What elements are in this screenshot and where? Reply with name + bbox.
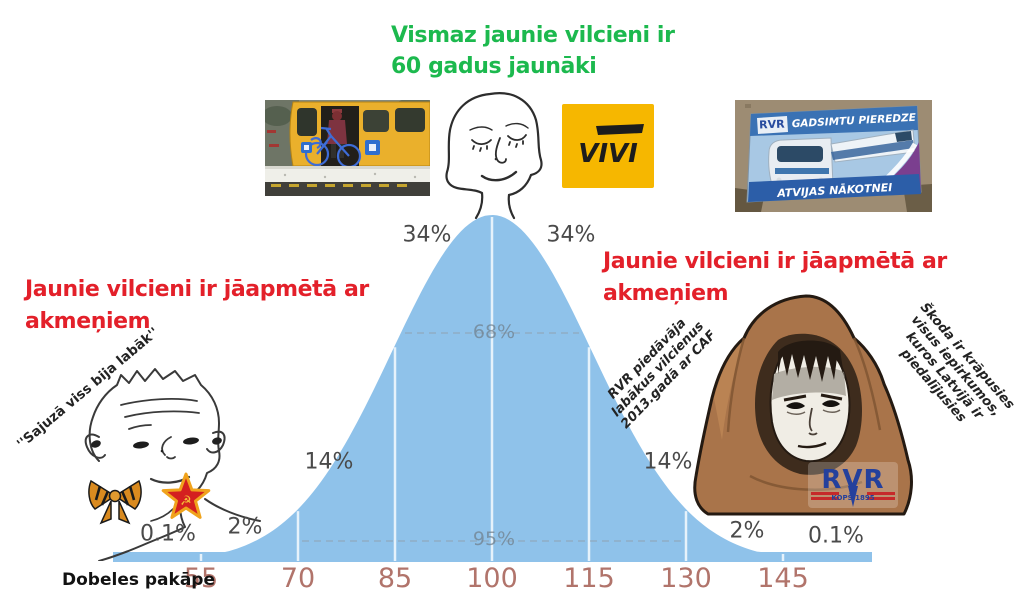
brainlet-eye-left <box>133 441 149 449</box>
segment-label-34-right: 34% <box>546 222 596 248</box>
x-tick-label-100: 100 <box>466 563 518 594</box>
segment-label-34-left: 34% <box>402 222 452 248</box>
x-axis-tick-labels: 55 70 85 100 115 130 145 <box>0 563 1024 601</box>
vivi-logo-text: VIVI <box>578 139 638 169</box>
st-george-ribbon-icon <box>88 479 142 525</box>
segment-label-14-left: 14% <box>304 449 354 475</box>
caption-left-line1: Jaunie vilcieni ir jāapmētā ar <box>25 277 369 302</box>
segment-label-0.1-right: 0.1% <box>808 523 864 549</box>
doomer-mouth <box>797 441 827 449</box>
hammer-sickle-glyph: ☭ <box>180 494 192 509</box>
snow-platform <box>265 169 430 182</box>
closed-eye-right <box>507 134 527 148</box>
x-axis-title: Dobeles pakāpe <box>62 570 215 590</box>
interval-label-68%: 68% <box>472 321 516 343</box>
x-tick-label-70: 70 <box>280 563 316 594</box>
billboard-bottom-text: ATVIJAS NĀKOTNEI <box>776 181 893 200</box>
brainlet-eye-right <box>183 437 199 445</box>
doomer-eye-left <box>786 402 805 409</box>
rvr-patch-subtext: KOPŠ 1895 <box>831 493 874 502</box>
segment-label-2-left: 2% <box>227 514 263 540</box>
segment-label-2-right: 2% <box>729 518 765 544</box>
interval-dashed-lines <box>302 332 682 542</box>
segment-label-14-right: 14% <box>643 449 693 475</box>
x-tick-label-55: 55 <box>183 563 219 594</box>
rvr-patch-logo: RVR KOPŠ 1895 <box>808 462 898 508</box>
content-wojak-face <box>445 92 543 220</box>
caption-left-line2: akmeņiem <box>25 309 151 334</box>
x-tick-label-145: 145 <box>757 563 809 594</box>
caption-right-line2: akmeņiem <box>603 281 729 306</box>
caption-right: Jaunie vilcieni ir jāapmētā ar akmeņiem <box>603 246 963 310</box>
smile <box>480 170 518 182</box>
segment-label-0.1-left: 0.1% <box>140 521 196 547</box>
caption-left: Jaunie vilcieni ir jāapmētā ar akmeņiem <box>25 274 385 338</box>
doomer-eye-right <box>822 400 840 407</box>
x-tick-label-85: 85 <box>377 563 413 594</box>
caption-right-line1: Jaunie vilcieni ir jāapmētā ar <box>603 249 947 274</box>
rvr-billboard-photo: RVR GADSIMTU PIEREDZE ATVIJAS NĀKOTNEI <box>735 100 932 212</box>
vivi-logo: VIVI <box>562 104 654 188</box>
billboard-top-band <box>750 106 918 136</box>
meme-title-line2: 60 gadus jaunāki <box>391 54 597 79</box>
rvr-lightning-tail <box>848 486 858 507</box>
billboard-rvr-logo: RVR <box>759 118 785 132</box>
doomer-bangs <box>778 340 844 382</box>
x-tick-label-115: 115 <box>563 563 615 594</box>
passenger-figure <box>327 120 347 144</box>
meme-title: Vismaz jaunie vilcieni ir 60 gadus jaunā… <box>391 20 675 82</box>
soviet-star-icon: ☭ <box>161 472 211 519</box>
brainlet-wojak: ☭ <box>84 368 261 561</box>
train-photo <box>265 100 430 196</box>
hooded-wojak <box>693 294 913 516</box>
closed-eye-left <box>471 139 492 152</box>
x-tick-label-130: 130 <box>660 563 712 594</box>
interval-label-95%: 95% <box>472 528 516 550</box>
meme-title-line1: Vismaz jaunie vilcieni ir <box>391 23 675 48</box>
vertical-gridlines <box>199 217 785 561</box>
